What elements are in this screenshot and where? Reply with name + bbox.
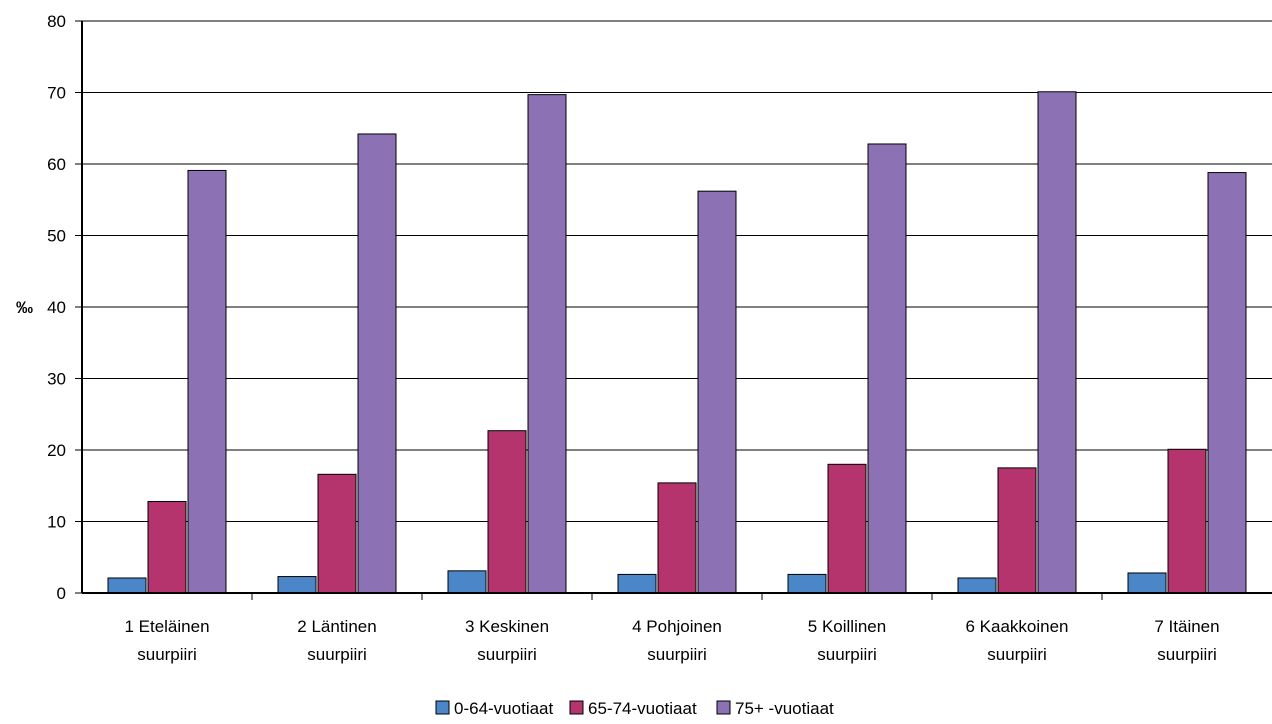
x-tick-label: suurpiiri — [987, 645, 1047, 664]
bar — [277, 576, 317, 594]
bars — [107, 91, 1247, 594]
x-tick-label: suurpiiri — [647, 645, 707, 664]
x-tick-label: 4 Pohjoinen — [632, 617, 722, 636]
legend-label: 65-74-vuotiaat — [588, 699, 697, 718]
bar — [1127, 572, 1167, 594]
y-tick-label: 70 — [47, 84, 66, 103]
x-tick-label: suurpiiri — [307, 645, 367, 664]
x-tick-label: suurpiiri — [477, 645, 537, 664]
x-tick-labels: 1 Eteläinen suurpiiri 2 Läntinen suurpiiri 3… — [124, 617, 1219, 664]
bar — [617, 573, 657, 594]
bar — [357, 133, 397, 594]
bar — [1037, 91, 1077, 594]
bar — [107, 577, 147, 594]
x-tick-label: 7 Itäinen — [1154, 617, 1219, 636]
legend-label: 75+ -vuotiaat — [735, 699, 834, 718]
x-tick-label: 1 Eteläinen — [124, 617, 209, 636]
bar — [697, 190, 737, 594]
axes — [75, 20, 1272, 600]
legend-label: 0-64-vuotiaat — [454, 699, 554, 718]
bar — [187, 169, 227, 594]
x-tick-label: 2 Läntinen — [297, 617, 376, 636]
bar — [1167, 448, 1207, 594]
y-tick-label: 10 — [47, 513, 66, 532]
bar — [867, 143, 907, 594]
legend-swatch — [716, 700, 731, 715]
gridlines — [82, 20, 1272, 522]
x-tick-label: suurpiiri — [137, 645, 197, 664]
y-tick-label: 80 — [47, 12, 66, 31]
bar — [827, 463, 867, 594]
bar — [447, 570, 487, 594]
y-tick-label: 60 — [47, 155, 66, 174]
bar — [317, 473, 357, 594]
legend-swatch — [435, 700, 450, 715]
y-tick-label: 0 — [57, 584, 66, 603]
bar — [147, 500, 187, 594]
y-tick-labels: 0 10 20 30 40 50 60 70 80 — [47, 12, 66, 603]
y-tick-label: 40 — [47, 298, 66, 317]
bar — [527, 94, 567, 594]
legend-swatch — [569, 700, 584, 715]
y-axis-label: ‰ — [16, 298, 33, 317]
x-tick-label: 6 Kaakkoinen — [965, 617, 1068, 636]
y-tick-label: 20 — [47, 441, 66, 460]
bar — [997, 467, 1037, 594]
x-tick-label: suurpiiri — [817, 645, 877, 664]
x-tick-label: 5 Koillinen — [808, 617, 886, 636]
x-tick-label: suurpiiri — [1157, 645, 1217, 664]
bar — [657, 482, 697, 594]
bar — [487, 430, 527, 594]
bar — [957, 577, 997, 594]
x-tick-label: 3 Keskinen — [465, 617, 549, 636]
bar — [787, 573, 827, 594]
y-tick-label: 50 — [47, 227, 66, 246]
legend: 0-64-vuotiaat 65-74-vuotiaat 75+ -vuotiaat — [435, 699, 834, 718]
y-tick-label: 30 — [47, 370, 66, 389]
bar — [1207, 172, 1247, 594]
